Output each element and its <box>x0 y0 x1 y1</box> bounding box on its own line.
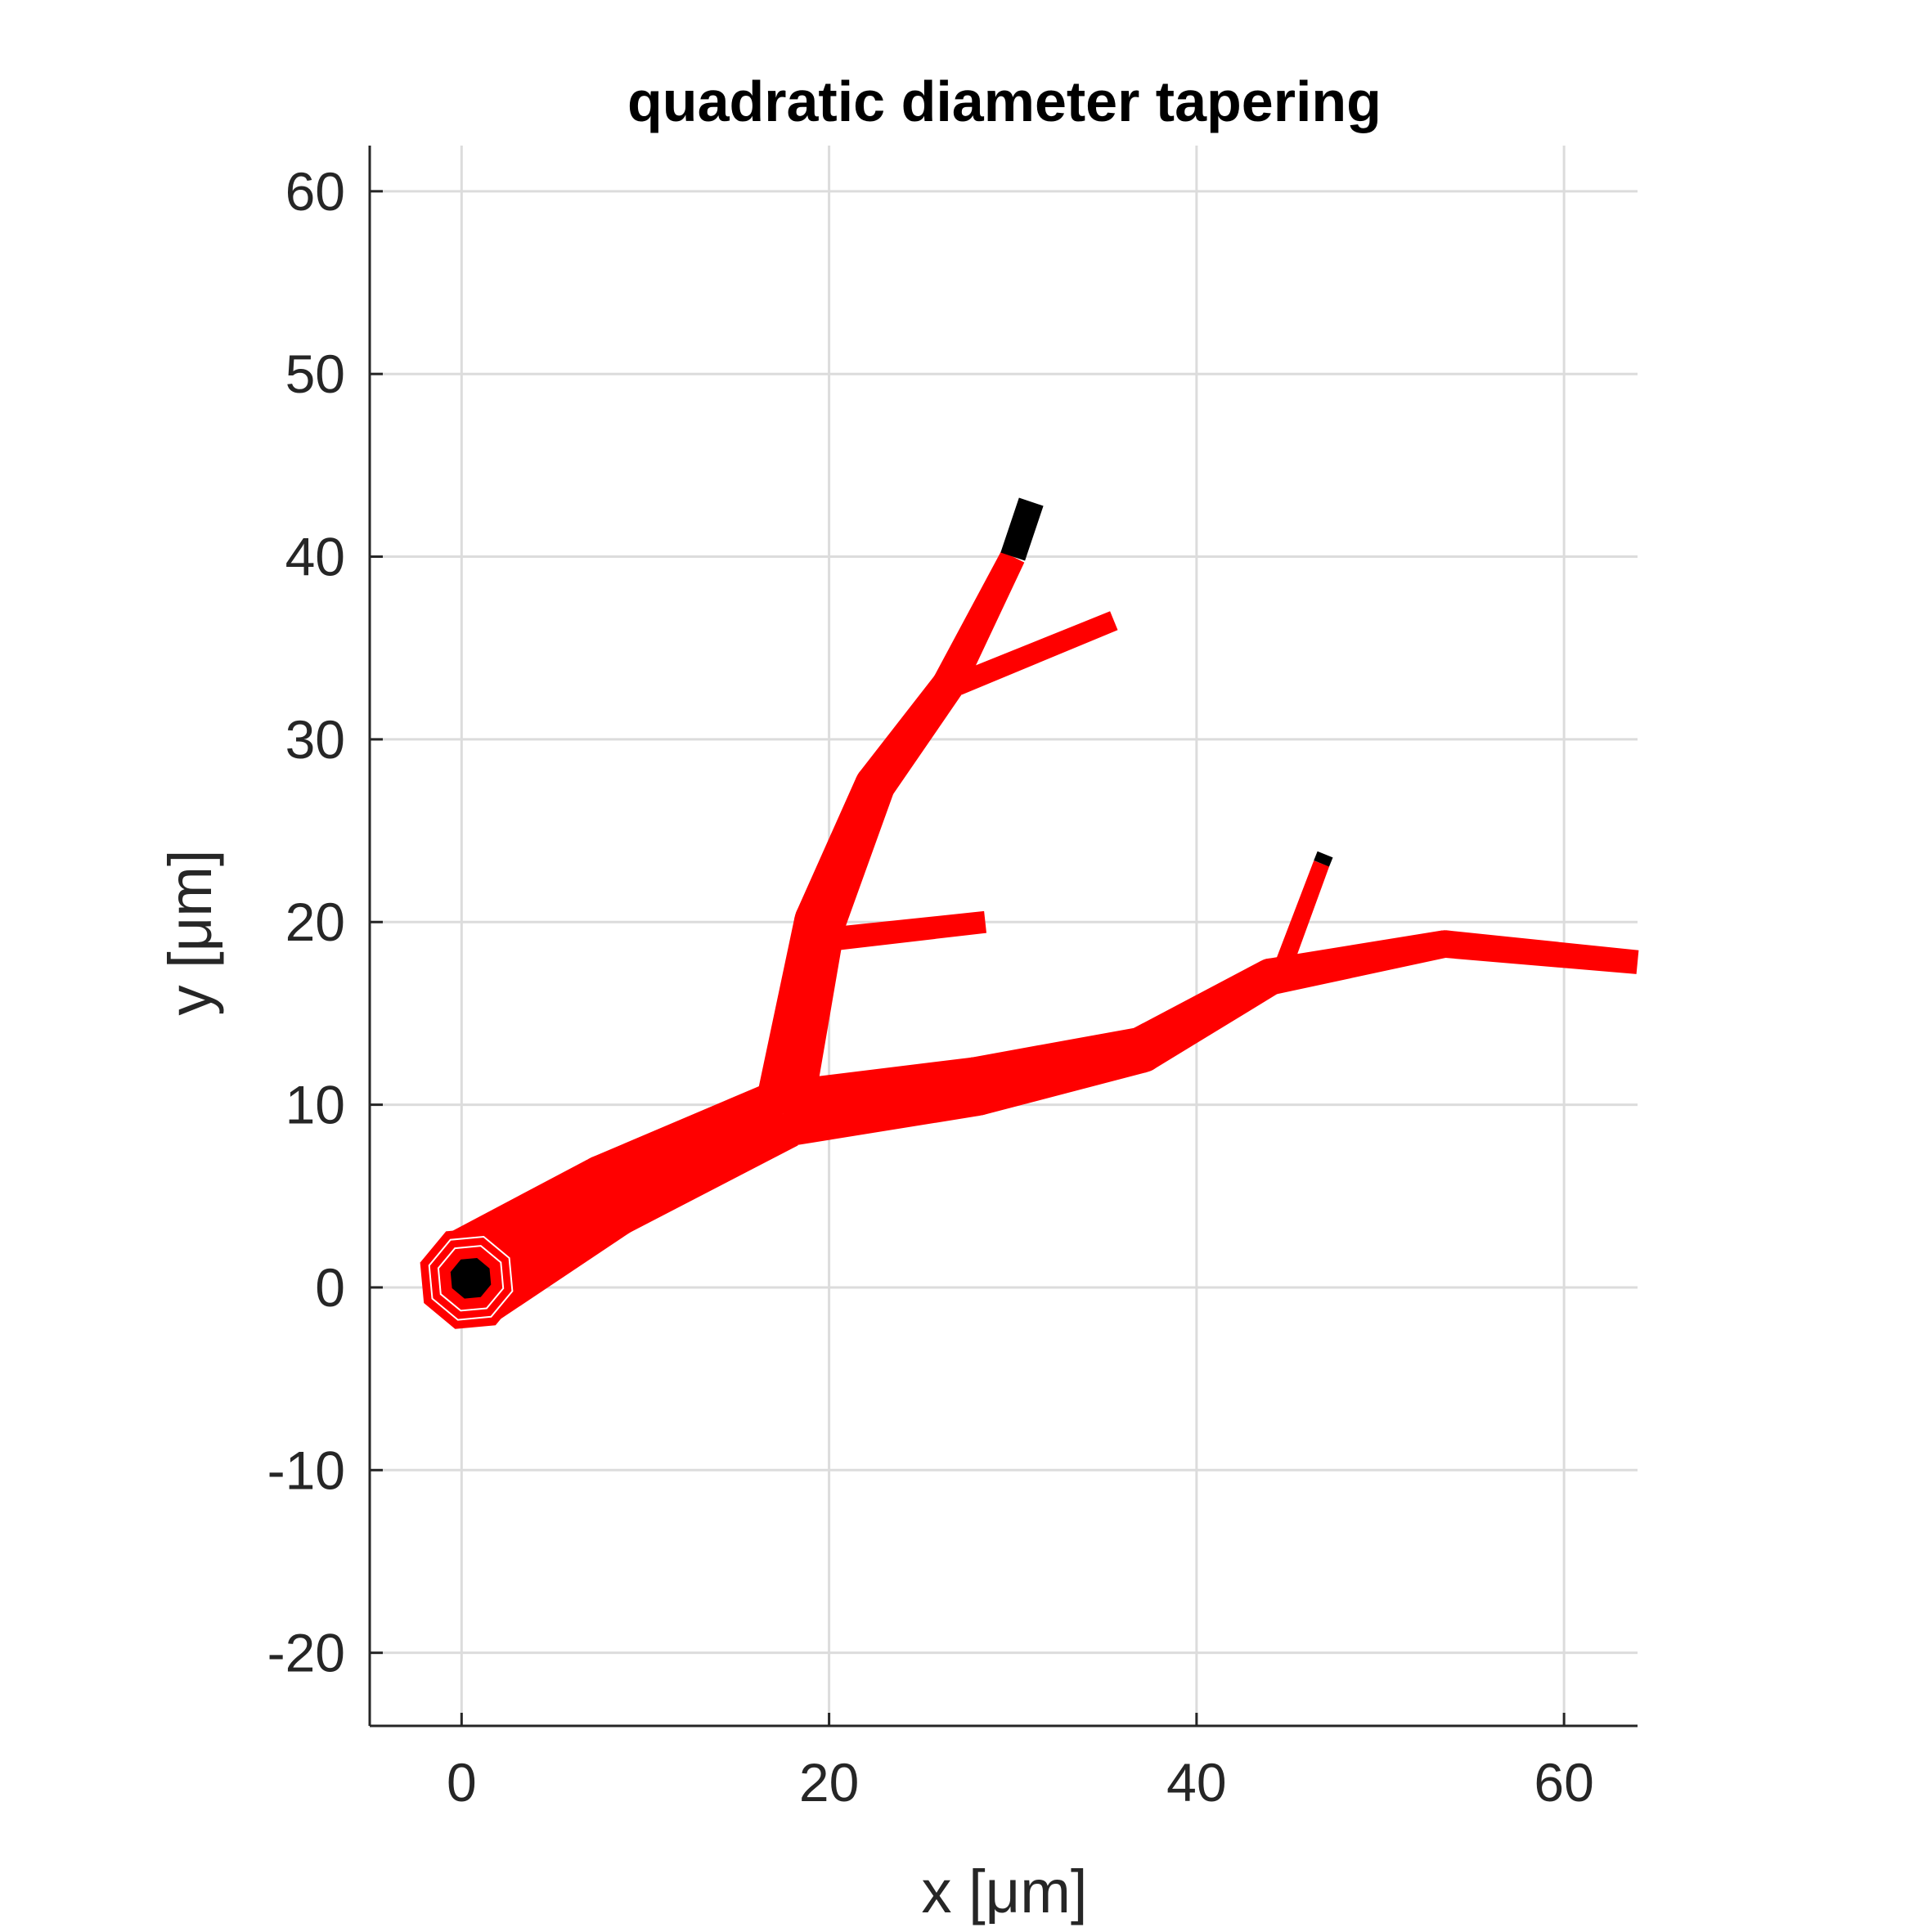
branch-segment <box>858 675 962 798</box>
dendrite-branch <box>754 550 1025 1120</box>
branch-joint <box>1431 930 1458 958</box>
y-tick-label: 0 <box>315 1257 345 1318</box>
y-tick-label: -10 <box>267 1440 345 1500</box>
dendrite-tree <box>420 497 1639 1329</box>
x-tick-label: 20 <box>799 1752 859 1813</box>
branch-joint <box>855 765 896 806</box>
x-axis-label: x [μm] <box>922 1858 1088 1925</box>
branch-segment <box>1130 960 1279 1070</box>
dendrite-branch <box>1270 860 1330 981</box>
axes <box>368 146 1638 1728</box>
branch-joint <box>946 1057 1006 1117</box>
soma-contour <box>428 1235 514 1321</box>
branch-segment <box>778 1057 981 1147</box>
y-tick-label: -20 <box>267 1623 345 1683</box>
branch-joint <box>566 1153 651 1238</box>
branch-joint <box>1118 1027 1165 1073</box>
y-tick-label: 40 <box>285 527 345 587</box>
branch-segment <box>1314 851 1333 867</box>
dendrite-branch <box>818 910 986 953</box>
y-tick-label: 30 <box>285 709 345 770</box>
branch-segment <box>933 550 1025 692</box>
branch-segment <box>1270 860 1330 981</box>
tick-labels: 0 20 40 60 -20 -10 0 10 20 30 40 50 60 <box>267 161 1594 1813</box>
y-tick-label: 60 <box>285 161 345 222</box>
branch-tip <box>1000 497 1044 561</box>
y-tick-label: 10 <box>285 1075 345 1135</box>
chart-title: quadratic diameter tapering <box>627 70 1382 133</box>
branch-segment <box>1000 497 1044 561</box>
y-tick-label: 50 <box>285 344 345 404</box>
branch-segment <box>953 611 1118 695</box>
branch-tip <box>1314 851 1333 867</box>
branch-segment <box>1443 930 1639 974</box>
dendrite-branch <box>953 611 1118 695</box>
branch-segment <box>818 910 986 953</box>
y-tick-label: 20 <box>285 892 345 952</box>
y-axis-label: y [μm] <box>156 850 224 1016</box>
x-tick-label: 40 <box>1166 1752 1226 1813</box>
x-tick-label: 60 <box>1534 1752 1593 1813</box>
branch-segment <box>796 777 894 932</box>
branch-segment <box>754 917 846 1120</box>
x-tick-label: 0 <box>447 1752 477 1813</box>
soma-core <box>450 1258 492 1299</box>
dendrite-branch <box>778 930 1639 1147</box>
branch-segment <box>969 1027 1147 1116</box>
soma-contour <box>437 1245 505 1312</box>
branch-segment <box>1266 930 1448 995</box>
